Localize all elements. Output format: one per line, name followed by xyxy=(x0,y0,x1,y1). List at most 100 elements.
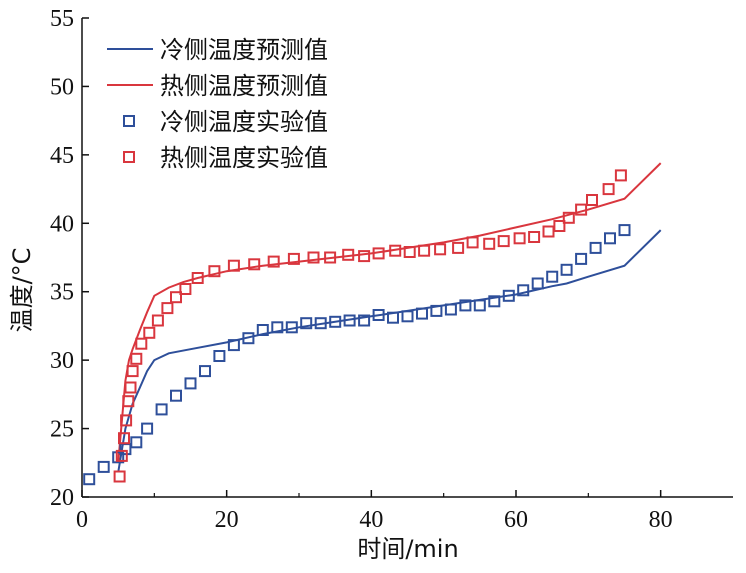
data-point-3 xyxy=(122,395,135,408)
data-point-2 xyxy=(560,263,573,276)
data-point-3 xyxy=(452,241,465,254)
x-tick-label: 20 xyxy=(215,507,239,533)
legend-marker-2 xyxy=(123,115,135,127)
data-point-3 xyxy=(179,283,192,295)
legend-label-1: 热侧温度预测值 xyxy=(160,72,328,100)
data-point-2 xyxy=(473,299,486,312)
data-point-2 xyxy=(546,270,559,283)
data-point-3 xyxy=(126,365,139,378)
y-tick-label: 50 xyxy=(50,74,74,100)
data-point-2 xyxy=(531,277,544,290)
x-tick-label: 0 xyxy=(76,507,88,533)
data-point-2 xyxy=(416,307,428,320)
data-point-3 xyxy=(614,169,627,182)
data-point-2 xyxy=(130,436,143,449)
data-point-2 xyxy=(459,299,472,312)
series-line-1 xyxy=(117,162,662,463)
data-point-2 xyxy=(401,310,414,323)
data-point-2 xyxy=(170,389,182,402)
data-point-3 xyxy=(307,251,320,264)
data-point-3 xyxy=(483,237,496,250)
plot-markers xyxy=(83,169,631,486)
data-point-3 xyxy=(497,235,510,248)
data-point-3 xyxy=(143,326,156,339)
data-point-2 xyxy=(271,321,284,334)
y-tick-label: 55 xyxy=(50,6,74,32)
data-point-3 xyxy=(466,236,479,249)
data-point-2 xyxy=(227,339,240,352)
data-point-3 xyxy=(267,255,280,268)
data-point-2 xyxy=(343,314,356,327)
series-line-0 xyxy=(117,229,662,473)
legend-label-0: 冷侧温度预测值 xyxy=(160,36,328,64)
data-point-3 xyxy=(120,414,133,427)
y-tick-label: 35 xyxy=(50,280,74,306)
data-point-3 xyxy=(513,232,526,245)
y-axis-title: 温度/°C xyxy=(8,248,36,333)
data-point-2 xyxy=(97,460,110,473)
x-tick-label: 60 xyxy=(504,507,528,533)
data-point-3 xyxy=(151,314,164,327)
data-point-2 xyxy=(604,232,616,245)
data-point-2 xyxy=(589,241,602,254)
y-tick-label: 40 xyxy=(50,211,74,237)
data-point-3 xyxy=(115,449,128,462)
data-point-3 xyxy=(553,220,566,232)
legend-label-2: 冷侧温度实验值 xyxy=(160,108,328,136)
data-point-2 xyxy=(199,365,211,378)
data-point-3 xyxy=(324,251,337,264)
data-point-2 xyxy=(618,224,631,237)
data-point-3 xyxy=(372,247,385,260)
data-point-2 xyxy=(213,350,226,362)
x-tick-label: 40 xyxy=(359,507,383,533)
x-tick-label: 80 xyxy=(649,507,673,533)
data-point-3 xyxy=(170,291,182,304)
legend-marker-3 xyxy=(123,151,135,163)
data-point-3 xyxy=(586,194,598,206)
data-point-3 xyxy=(528,231,541,243)
data-point-3 xyxy=(434,243,447,256)
data-point-3 xyxy=(248,258,261,271)
data-point-2 xyxy=(285,321,298,334)
y-tick-label: 30 xyxy=(50,348,74,374)
data-point-2 xyxy=(242,332,255,345)
data-point-3 xyxy=(418,244,431,257)
data-point-2 xyxy=(444,303,457,316)
y-tick-label: 45 xyxy=(50,143,74,169)
data-point-3 xyxy=(562,211,575,224)
y-tick-label: 25 xyxy=(50,417,74,443)
data-point-3 xyxy=(135,337,148,350)
data-point-2 xyxy=(314,317,327,330)
data-point-3 xyxy=(342,248,355,261)
data-point-2 xyxy=(502,289,515,302)
data-point-3 xyxy=(124,381,137,394)
data-point-3 xyxy=(113,470,126,483)
data-point-2 xyxy=(517,284,530,297)
data-point-3 xyxy=(130,352,143,365)
data-point-3 xyxy=(389,244,402,257)
data-point-3 xyxy=(575,203,588,216)
data-point-2 xyxy=(184,377,197,390)
data-point-2 xyxy=(488,295,501,308)
y-tick-label: 20 xyxy=(50,485,74,511)
x-axis-title: 时间/min xyxy=(357,535,458,563)
data-point-3 xyxy=(602,183,615,196)
data-point-3 xyxy=(227,259,240,272)
data-point-3 xyxy=(403,246,416,258)
data-point-2 xyxy=(256,324,269,336)
data-point-3 xyxy=(542,225,555,238)
plot-lines xyxy=(117,162,662,473)
data-point-3 xyxy=(191,272,204,284)
data-point-2 xyxy=(300,317,313,330)
data-point-3 xyxy=(287,252,300,265)
data-point-2 xyxy=(329,315,342,328)
data-point-3 xyxy=(161,302,174,315)
data-point-2 xyxy=(155,403,168,416)
data-point-2 xyxy=(112,451,125,464)
legend-label-3: 热侧温度实验值 xyxy=(160,144,328,172)
data-point-2 xyxy=(83,473,96,486)
data-point-2 xyxy=(430,304,443,317)
